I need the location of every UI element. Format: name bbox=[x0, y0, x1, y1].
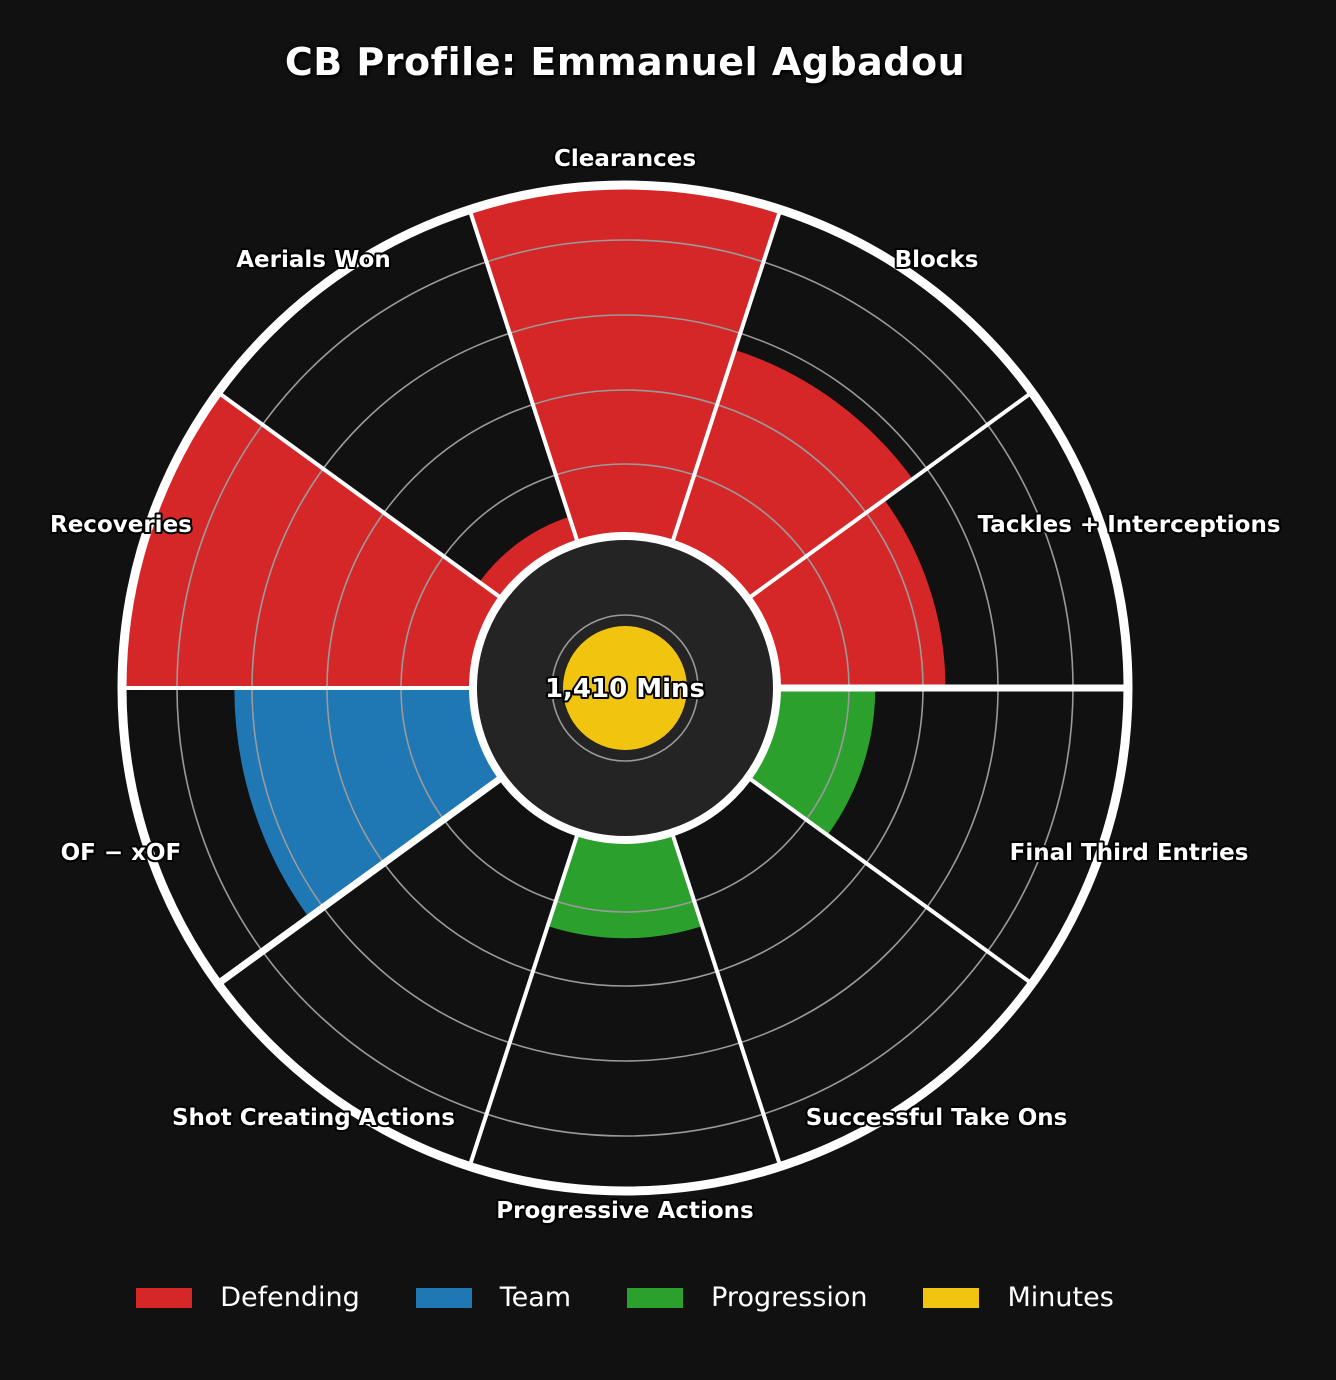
spoke-2 bbox=[746, 390, 1034, 601]
legend-item-minutes: Minutes bbox=[923, 1282, 1114, 1313]
spoke-5 bbox=[670, 831, 783, 1167]
outer-ring bbox=[117, 180, 1133, 1196]
spoke-lines bbox=[122, 209, 1128, 1167]
spoke-9 bbox=[216, 390, 504, 601]
center-minutes-label: 1,410 Mins bbox=[545, 674, 705, 704]
bar-tackles-interceptions bbox=[747, 499, 946, 688]
spoke-6 bbox=[467, 831, 580, 1167]
legend-label: Progression bbox=[711, 1282, 868, 1313]
spoke-7 bbox=[216, 774, 505, 987]
legend-swatch bbox=[923, 1287, 980, 1308]
label-aerials-won: Aerials Won bbox=[236, 247, 390, 273]
label-of-xof: OF − xOF bbox=[61, 840, 182, 866]
legend-swatch bbox=[415, 1287, 472, 1308]
label-recoveries: Recoveries bbox=[50, 512, 192, 538]
legend-item-defending: Defending bbox=[136, 1282, 360, 1313]
bar-progressive-actions bbox=[547, 832, 703, 939]
outer-ring-circle bbox=[117, 180, 1133, 1196]
center-grid-ring bbox=[551, 614, 699, 762]
chart-title: CB Profile: Emmanuel Agbadou bbox=[284, 40, 966, 84]
legend-swatch bbox=[136, 1287, 193, 1308]
legend-item-progression: Progression bbox=[627, 1282, 867, 1313]
center-hub: 1,410 Mins bbox=[469, 532, 781, 844]
bar-recoveries bbox=[122, 392, 503, 688]
spoke-0 bbox=[467, 209, 580, 545]
bar-aerials-won bbox=[479, 516, 579, 599]
legend-label: Defending bbox=[220, 1282, 360, 1313]
bar-clearances bbox=[469, 185, 781, 544]
minutes-disc bbox=[563, 626, 687, 750]
label-shot-creating-actions: Shot Creating Actions bbox=[172, 1105, 455, 1131]
category-labels: Clearances Blocks Tackles + Interceptions F… bbox=[48, 144, 1283, 1226]
legend: Defending Team Progression Minutes bbox=[0, 1282, 1250, 1313]
bar-of-xof bbox=[234, 688, 503, 918]
label-clearances: Clearances bbox=[554, 146, 696, 172]
wedge-layer bbox=[122, 185, 946, 939]
label-blocks: Blocks bbox=[895, 247, 979, 273]
label-progressive-actions: Progressive Actions bbox=[496, 1198, 753, 1224]
legend-label: Team bbox=[499, 1282, 572, 1313]
label-tackles-interceptions: Tackles + Interceptions bbox=[978, 512, 1281, 538]
label-final-third-entries: Final Third Entries bbox=[1010, 840, 1249, 866]
legend-swatch bbox=[627, 1287, 684, 1308]
legend-item-team: Team bbox=[415, 1282, 572, 1313]
bar-blocks bbox=[671, 349, 913, 599]
spoke-4 bbox=[746, 775, 1034, 986]
legend-label: Minutes bbox=[1007, 1282, 1114, 1313]
spoke-1 bbox=[670, 209, 783, 545]
label-successful-take-ons: Successful Take Ons bbox=[806, 1105, 1068, 1131]
